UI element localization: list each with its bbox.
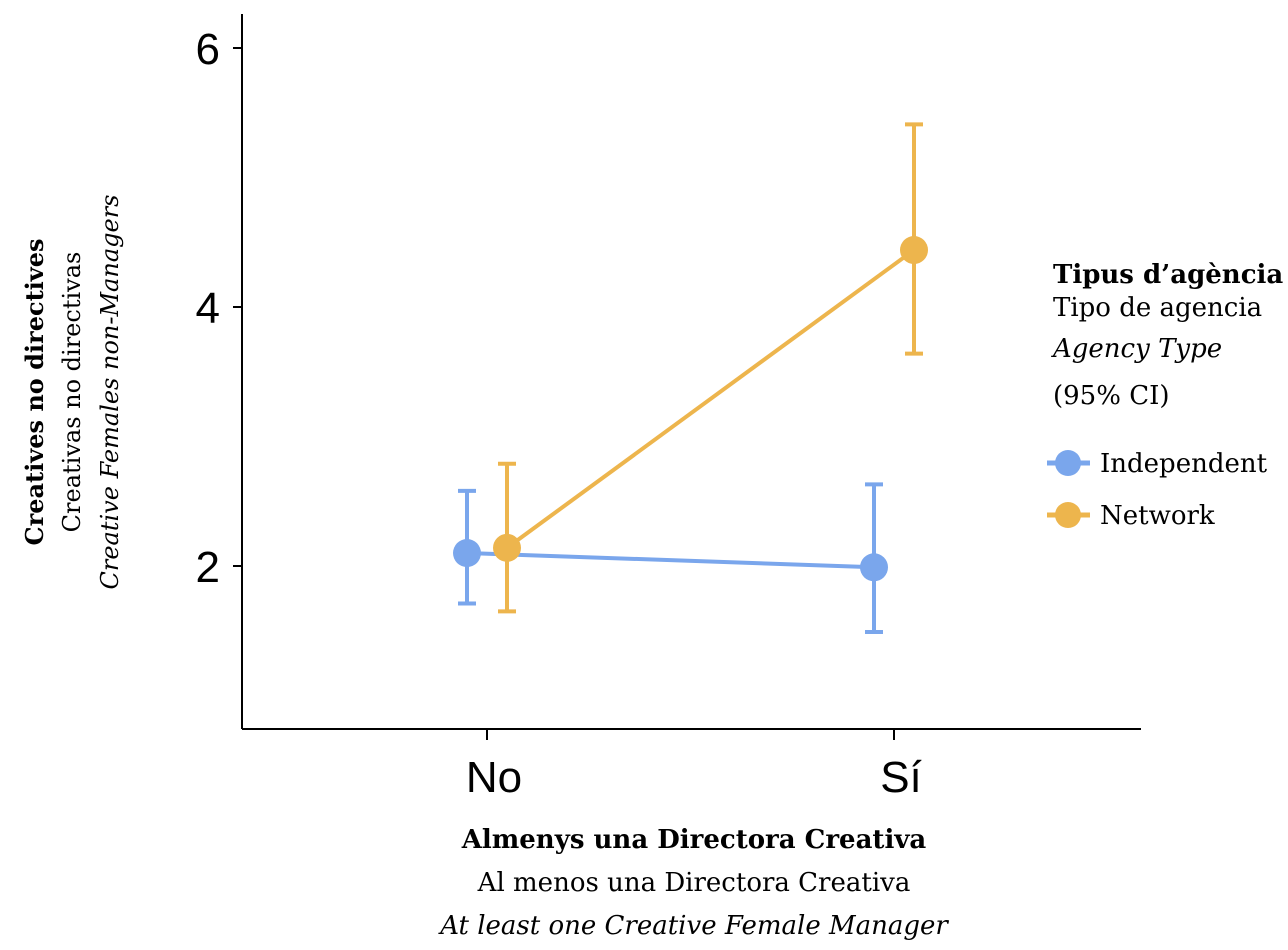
y-axis-title-line3: Creative Females non-Managers xyxy=(96,195,124,590)
legend-items: Independent Network xyxy=(1047,449,1268,531)
y-ticks: 2 4 6 xyxy=(196,25,242,592)
legend-point-swatch xyxy=(1055,502,1081,528)
x-axis-title-line1: Almenys una Directora Creativa xyxy=(461,825,927,855)
x-ticks: No Sí xyxy=(466,729,923,802)
legend-point-swatch xyxy=(1055,450,1081,476)
data-point xyxy=(860,553,888,582)
series-line xyxy=(466,551,875,570)
legend-item-network: Network xyxy=(1047,501,1215,531)
legend-title-line1: Tipus d’agència xyxy=(1053,260,1283,290)
legend-title-line2: Tipo de agencia xyxy=(1053,293,1262,323)
y-tick-label: 2 xyxy=(196,543,220,592)
legend: Tipus d’agència Tipo de agencia Agency T… xyxy=(1047,260,1283,531)
x-axis-title-line2: Al menos una Directora Creativa xyxy=(477,868,911,898)
x-tick-label: No xyxy=(466,753,522,802)
series-network xyxy=(493,122,928,614)
legend-label: Independent xyxy=(1100,449,1268,479)
y-tick-label: 4 xyxy=(196,284,220,333)
data-point xyxy=(493,533,521,562)
y-tick-label: 6 xyxy=(196,25,220,74)
legend-title-line4: (95% CI) xyxy=(1053,381,1170,411)
series-independent xyxy=(453,482,888,635)
legend-title-line3: Agency Type xyxy=(1051,334,1222,364)
legend-item-independent: Independent xyxy=(1047,449,1268,479)
y-axis-title: Creatives no directives Creativas no dir… xyxy=(20,195,124,590)
y-axis-title-line1: Creatives no directives xyxy=(20,238,49,545)
data-point xyxy=(900,236,928,265)
x-axis-title: Almenys una Directora Creativa Al menos … xyxy=(438,825,949,941)
data-point xyxy=(453,539,481,568)
series-layer xyxy=(453,122,928,635)
x-tick-label: Sí xyxy=(880,753,922,802)
y-axis-title-line2: Creativas no directivas xyxy=(58,252,86,533)
legend-label: Network xyxy=(1100,501,1215,531)
x-axis-title-line3: At least one Creative Female Manager xyxy=(438,911,949,941)
series-line xyxy=(505,248,916,550)
